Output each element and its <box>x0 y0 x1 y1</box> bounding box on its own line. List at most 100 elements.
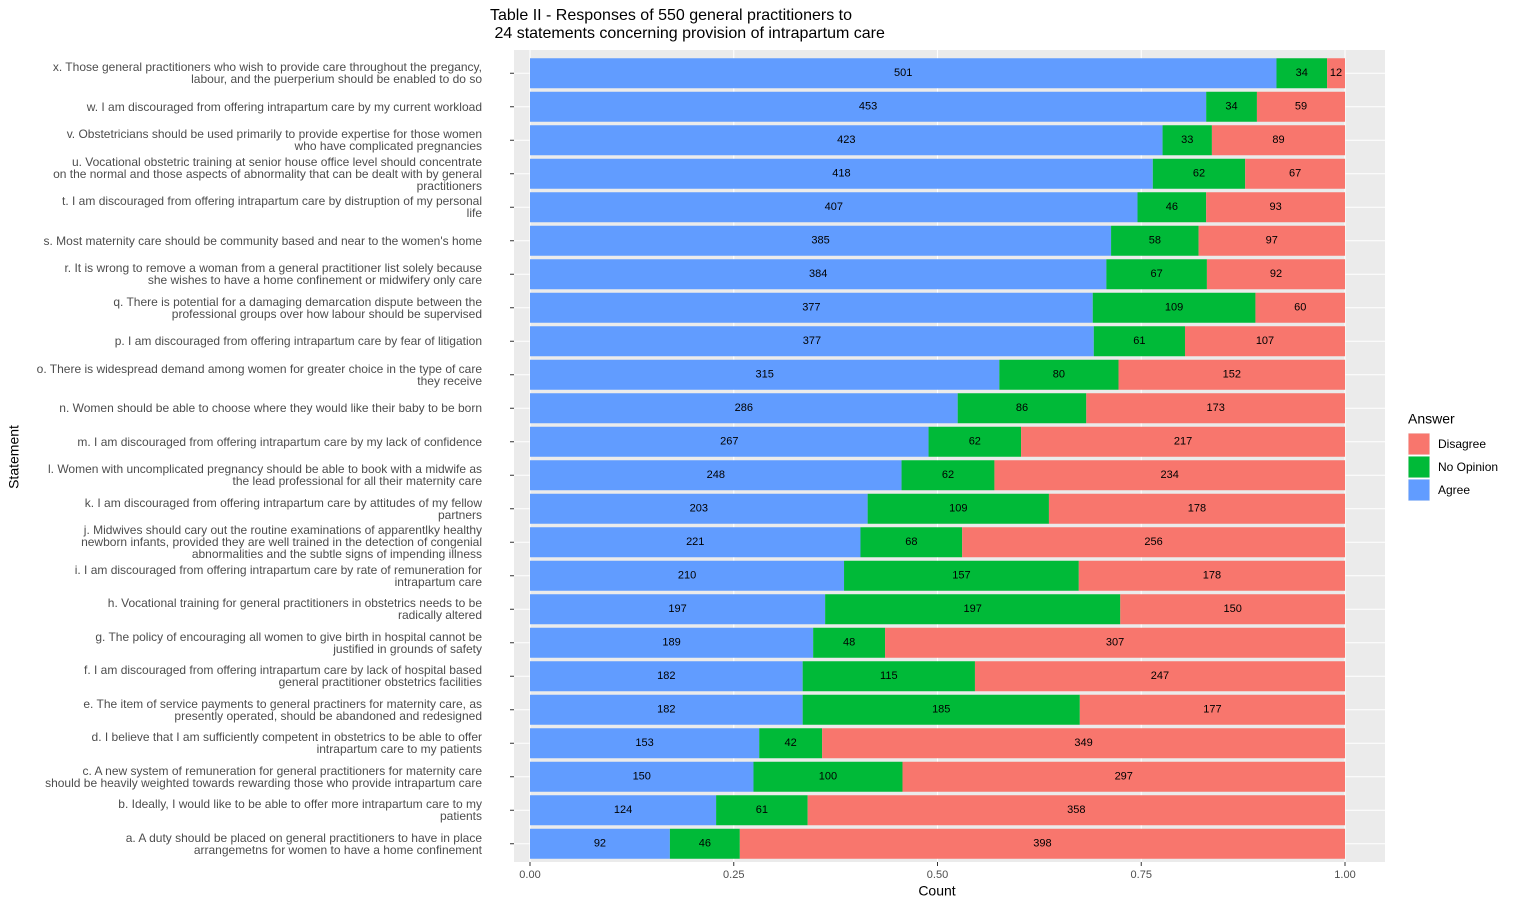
data-label: 307 <box>1106 637 1124 649</box>
bar-segment <box>1048 493 1345 524</box>
bar-segment <box>530 594 826 625</box>
data-label: 267 <box>720 436 738 448</box>
bar-segment <box>1086 393 1345 424</box>
data-label: 107 <box>1256 335 1274 347</box>
bar-segment <box>974 661 1345 692</box>
bar-segment <box>1198 225 1345 256</box>
data-label: 178 <box>1203 570 1221 582</box>
bar-segment <box>813 627 886 658</box>
data-label: 93 <box>1269 201 1281 213</box>
bar-segment <box>530 527 861 558</box>
bar-segment <box>860 527 963 558</box>
data-label: 80 <box>1053 369 1065 381</box>
data-label: 109 <box>1165 302 1183 314</box>
data-label: 86 <box>1016 402 1028 414</box>
bar-segment <box>530 58 1277 89</box>
data-label: 48 <box>843 637 855 649</box>
bar-segment <box>928 426 1022 457</box>
bar-segment <box>530 460 902 491</box>
bar-segment <box>822 728 1345 759</box>
bar-segment <box>1118 359 1345 390</box>
bar-segment <box>530 192 1138 223</box>
y-tick-label: r. It is wrong to remove a woman from a … <box>64 261 482 288</box>
bar-segment <box>530 795 717 826</box>
data-label: 418 <box>832 168 850 180</box>
bar-segment <box>530 225 1112 256</box>
data-label: 217 <box>1174 436 1192 448</box>
data-label: 12 <box>1330 67 1342 79</box>
data-label: 42 <box>785 737 797 749</box>
y-tick-label: c. A new system of remuneration for gene… <box>45 763 482 790</box>
bar-segment <box>530 661 803 692</box>
bar-segment <box>530 694 803 725</box>
chart-title: Table II - Responses of 550 general prac… <box>490 7 885 42</box>
data-label: 100 <box>819 771 837 783</box>
bar-segment <box>716 795 808 826</box>
bar-segment <box>1162 125 1212 156</box>
data-label: 182 <box>657 670 675 682</box>
data-label: 210 <box>678 570 696 582</box>
data-label: 358 <box>1067 804 1085 816</box>
bar-segment <box>530 426 929 457</box>
y-tick-label: p. I am discouraged from offering intrap… <box>114 334 482 349</box>
data-label: 34 <box>1225 101 1237 113</box>
bar-segment <box>1276 58 1328 89</box>
bar-segment <box>739 828 1345 859</box>
data-label: 385 <box>811 235 829 247</box>
bar-segment <box>530 125 1163 156</box>
data-label: 67 <box>1289 168 1301 180</box>
bar-segment <box>1106 259 1207 290</box>
data-label: 109 <box>949 503 967 515</box>
y-tick-label: l. Women with uncomplicated pregnancy sh… <box>47 462 482 489</box>
bar-segment <box>994 460 1345 491</box>
y-tick-label: q. There is potential for a damaging dem… <box>113 294 482 321</box>
legend-title: Answer <box>1408 411 1455 427</box>
data-label: 407 <box>825 201 843 213</box>
data-label: 185 <box>932 704 950 716</box>
bar-segment <box>1327 58 1345 89</box>
data-label: 177 <box>1203 704 1221 716</box>
bar-segment <box>902 761 1345 792</box>
data-label: 62 <box>942 469 954 481</box>
bar-segment <box>1078 560 1345 591</box>
bar-segment <box>530 292 1093 323</box>
bar-segment <box>999 359 1119 390</box>
data-label: 423 <box>837 134 855 146</box>
bar-segment <box>802 661 975 692</box>
bar-segment <box>530 493 868 524</box>
bar-segment <box>901 460 995 491</box>
data-label: 150 <box>1223 603 1241 615</box>
y-tick-label: m. I am discouraged from offering intrap… <box>77 434 482 449</box>
y-tick-label: t. I am discouraged from offering intrap… <box>62 194 482 221</box>
bar-segment <box>759 728 823 759</box>
bar-segment <box>530 326 1094 357</box>
legend-swatch <box>1408 456 1430 478</box>
data-label: 349 <box>1074 737 1092 749</box>
bar-segment <box>1120 594 1345 625</box>
data-label: 182 <box>657 704 675 716</box>
y-tick-label: x. Those general practitioners who wish … <box>52 60 482 87</box>
bar-segment <box>530 627 814 658</box>
data-label: 67 <box>1151 268 1163 280</box>
data-label: 453 <box>859 101 877 113</box>
data-label: 197 <box>668 603 686 615</box>
data-label: 58 <box>1149 235 1161 247</box>
data-label: 89 <box>1272 134 1284 146</box>
legend-swatch <box>1408 479 1430 501</box>
data-label: 501 <box>894 67 912 79</box>
y-tick-label: d. I believe that I am sufficiently comp… <box>91 730 482 757</box>
bar-segment <box>962 527 1345 558</box>
data-label: 377 <box>803 335 821 347</box>
y-tick-label: k. I am discouraged from offering intrap… <box>84 495 482 522</box>
data-label: 152 <box>1223 369 1241 381</box>
data-label: 97 <box>1266 235 1278 247</box>
legend-label: No Opinion <box>1438 460 1498 474</box>
x-tick-label: 0.25 <box>723 869 744 881</box>
legend-swatch <box>1408 433 1430 455</box>
data-label: 189 <box>662 637 680 649</box>
data-label: 377 <box>802 302 820 314</box>
data-label: 68 <box>905 536 917 548</box>
y-tick-label: o. There is widespread demand among wome… <box>36 361 482 388</box>
